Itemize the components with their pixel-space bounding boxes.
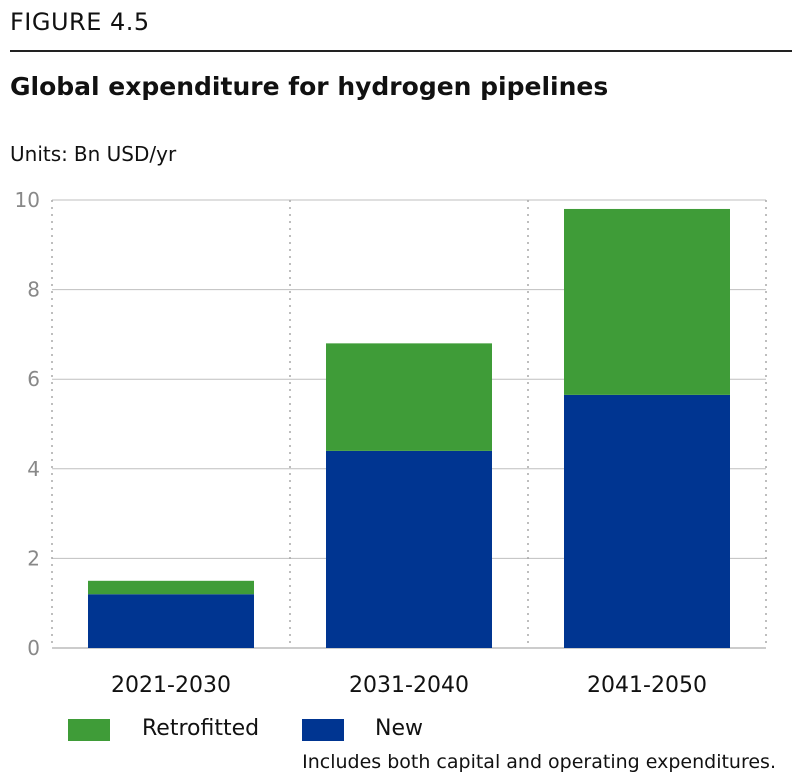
title-rule <box>10 50 792 52</box>
y-tick-label: 4 <box>27 457 40 481</box>
y-tick-label: 2 <box>27 546 40 570</box>
units-caption: Units: Bn USD/yr <box>10 142 176 166</box>
y-tick-label: 0 <box>27 636 40 660</box>
units-prefix: Units: <box>10 142 68 166</box>
legend-label-retrofitted: Retrofitted <box>142 716 260 741</box>
legend-swatch-new <box>302 719 344 741</box>
figure-label: FIGURE 4.5 <box>10 8 150 36</box>
bar-retrofitted <box>564 208 730 395</box>
y-tick-label: 8 <box>27 278 40 302</box>
footnote: Includes both capital and operating expe… <box>302 751 776 773</box>
y-tick-label: 10 <box>15 188 40 212</box>
x-tick-label: 2021-2030 <box>111 673 231 698</box>
bar-new <box>326 450 492 648</box>
x-tick-label: 2041-2050 <box>587 673 707 698</box>
legend-swatch-retrofitted <box>68 719 110 741</box>
x-tick-label: 2031-2040 <box>349 673 469 698</box>
bar-retrofitted <box>88 580 254 595</box>
y-tick-label: 6 <box>27 367 40 391</box>
chart-title: Global expenditure for hydrogen pipeline… <box>10 72 609 101</box>
bar-new <box>88 594 254 648</box>
bar-new <box>564 394 730 648</box>
legend-label-new: New <box>375 716 423 741</box>
legend: Retrofitted New <box>0 716 800 746</box>
units-value: Bn USD/yr <box>73 142 177 166</box>
bar-retrofitted <box>326 343 492 451</box>
